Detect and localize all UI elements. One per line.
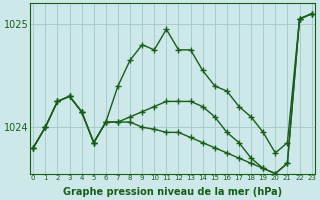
X-axis label: Graphe pression niveau de la mer (hPa): Graphe pression niveau de la mer (hPa) [63,187,282,197]
